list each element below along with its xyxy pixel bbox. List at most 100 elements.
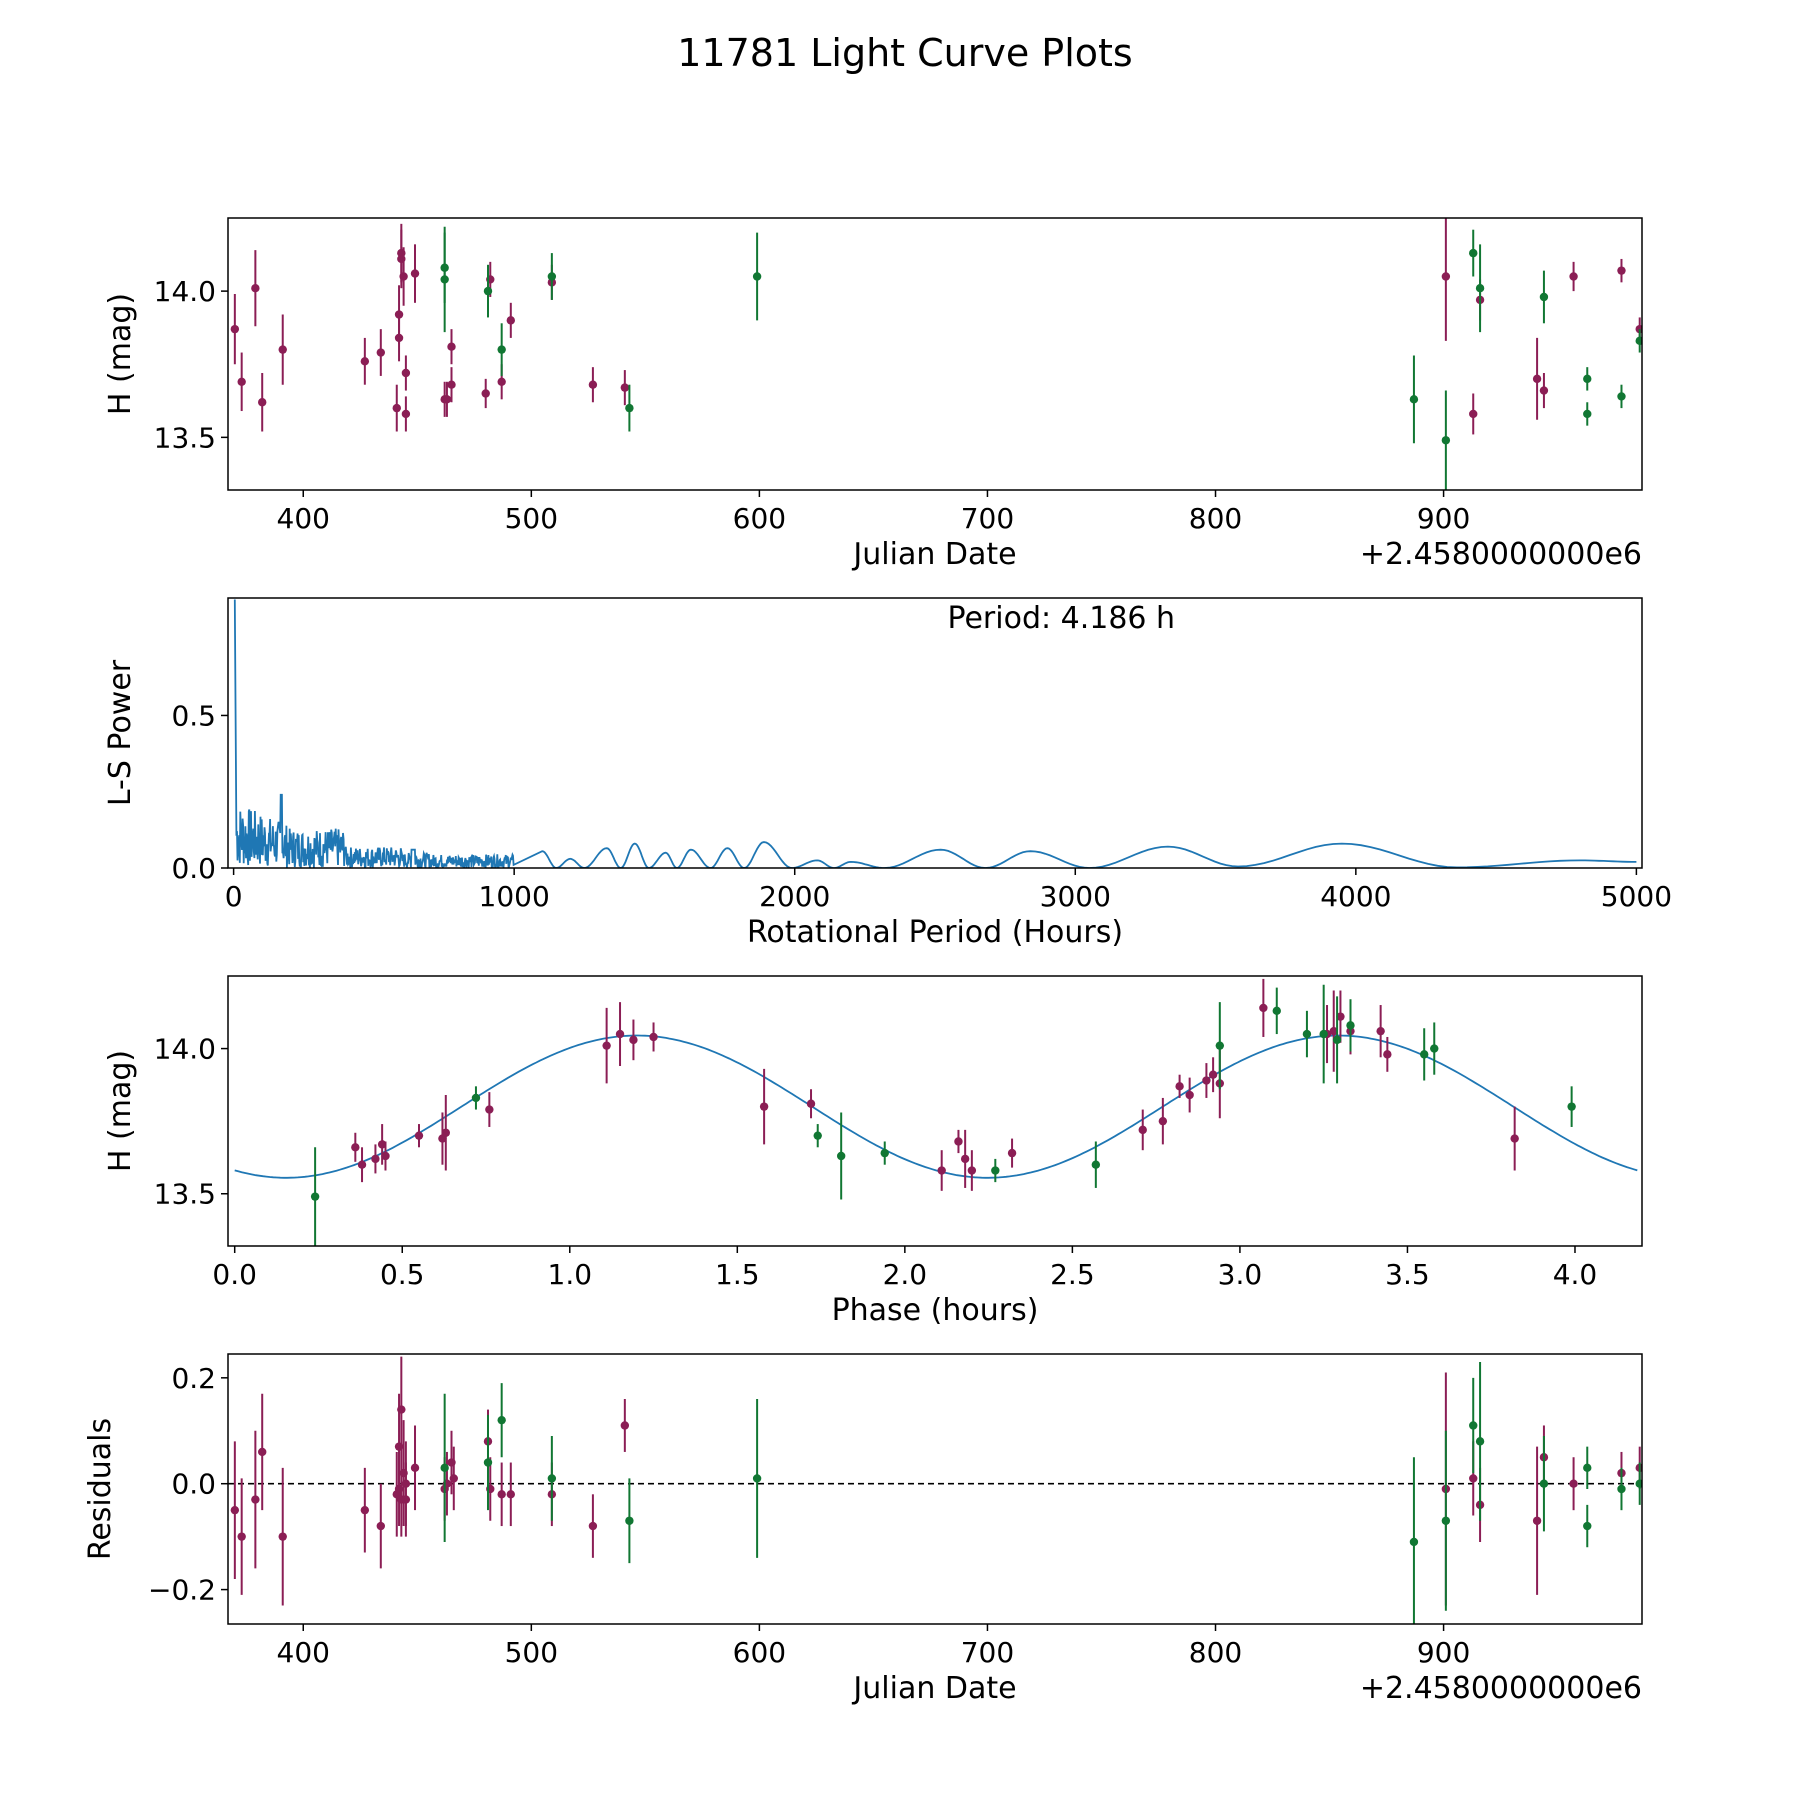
x-tick-label: 5000 (1601, 880, 1672, 913)
axes-frame (227, 975, 1643, 1247)
data-point (1569, 272, 1578, 281)
data-point (401, 409, 411, 419)
data-point (1567, 1102, 1576, 1111)
data-point (1532, 374, 1542, 384)
x-tick-label: 900 (1417, 1636, 1470, 1669)
data-point (1617, 392, 1626, 401)
data-point (481, 389, 490, 398)
plot-area-light_curve (230, 218, 1642, 490)
y-tick-label: 13.5 (154, 1178, 216, 1211)
data-point (471, 1093, 481, 1103)
y-tick-label: 0.5 (171, 699, 216, 732)
data-point (401, 368, 411, 378)
y-axis-label: Residuals (83, 1418, 118, 1560)
data-point (1539, 1479, 1549, 1488)
x-tick-label: 3.5 (1385, 1258, 1430, 1291)
data-point (401, 1479, 411, 1488)
x-tick-label: 900 (1417, 502, 1470, 535)
data-point (1336, 1012, 1345, 1021)
x-tick-label: 3.0 (1218, 1258, 1263, 1291)
data-point (1383, 1050, 1392, 1059)
data-point (615, 1029, 625, 1039)
x-tick-label: 400 (277, 1636, 330, 1669)
data-point (1617, 266, 1626, 275)
data-point (752, 1474, 762, 1483)
data-point (1532, 1516, 1542, 1525)
x-tick-label: 600 (733, 502, 786, 535)
data-point (759, 1102, 769, 1111)
data-point (991, 1166, 1000, 1175)
data-point (806, 1099, 816, 1108)
x-tick-label: 4.0 (1553, 1258, 1598, 1291)
data-point (376, 348, 386, 357)
data-point (497, 1490, 506, 1499)
data-point (1539, 292, 1549, 302)
data-point (381, 1151, 390, 1161)
x-tick-label: 800 (1189, 502, 1242, 535)
data-point (1409, 1537, 1419, 1547)
x-tick-label: 700 (961, 1636, 1014, 1669)
data-point (449, 1474, 458, 1483)
y-tick-label: 0.2 (171, 1362, 216, 1395)
data-point (1469, 1474, 1478, 1483)
data-point (399, 272, 408, 281)
y-axis-label: H (mag) (103, 1050, 138, 1172)
data-point (620, 1421, 630, 1430)
x-axis-label: Rotational Period (Hours) (747, 915, 1123, 950)
data-point (1007, 1148, 1017, 1158)
data-point (1469, 248, 1478, 258)
panel-phase_fold: 0.0 0.5 1.0 1.5 2.0 2.5 3.0 3.5 4.0 13.5 14.0 Phase… (103, 975, 1643, 1328)
data-point (1617, 1484, 1626, 1494)
data-point (394, 333, 404, 343)
data-point (392, 403, 401, 413)
data-point (1441, 436, 1451, 445)
data-point (625, 1516, 634, 1525)
data-point (1208, 1070, 1218, 1079)
plot-area-periodogram (233, 599, 1637, 868)
data-point (506, 1490, 515, 1499)
data-point (278, 345, 287, 354)
data-point (1441, 1516, 1451, 1525)
data-point (410, 269, 420, 278)
data-point (625, 403, 634, 413)
x-tick-label: 700 (961, 502, 1014, 535)
data-point (1175, 1082, 1184, 1091)
data-point (230, 324, 240, 334)
data-point (1475, 283, 1485, 293)
data-point (440, 1463, 449, 1473)
data-point (629, 1035, 638, 1045)
data-point (310, 1192, 320, 1201)
x-axis-label: Julian Date (851, 537, 1016, 572)
data-point (506, 316, 515, 325)
data-point (1319, 1029, 1328, 1039)
panel-residuals: 400 500 600 700 800 900 −0.2 0.0 0.2 Julian Date R… (83, 1353, 1643, 1706)
data-point (497, 377, 506, 386)
data-point (813, 1131, 822, 1140)
data-point (1635, 336, 1642, 346)
ls-power-line (233, 599, 1637, 868)
y-tick-label: 0.0 (171, 852, 216, 885)
x-tick-label: 800 (1189, 1636, 1242, 1669)
data-point (960, 1154, 970, 1164)
data-point (441, 1128, 450, 1137)
y-axis-label: H (mag) (103, 293, 138, 415)
data-point (1376, 1026, 1385, 1036)
data-point (1409, 395, 1419, 404)
data-point (1569, 1479, 1578, 1488)
data-point (1469, 409, 1478, 419)
x-tick-label: 400 (277, 502, 330, 535)
data-point (351, 1143, 360, 1152)
axes-frame (227, 1353, 1643, 1625)
x-axis-label: Julian Date (851, 1671, 1016, 1706)
panels: 400 500 600 700 800 900 13.5 14.0 Julian Date H (… (83, 217, 1672, 1706)
x-tick-label: 4000 (1320, 880, 1391, 913)
x-tick-label: 3000 (1040, 880, 1111, 913)
data-point (394, 310, 404, 319)
data-point (1510, 1134, 1519, 1143)
data-point (497, 345, 506, 354)
data-point (447, 380, 456, 389)
y-tick-label: 14.0 (154, 1033, 216, 1066)
data-point (1329, 1026, 1338, 1036)
x-offset-label: +2.4580000000e6 (1360, 1671, 1642, 1706)
data-point (547, 272, 557, 281)
